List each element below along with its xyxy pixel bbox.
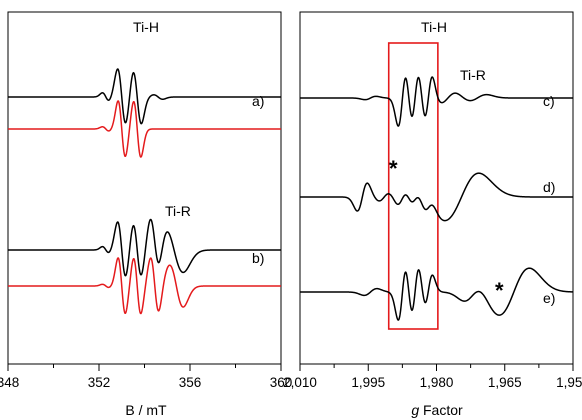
trace-label-e: e): [543, 290, 555, 306]
left-x-axis-ticks: 348 352 356 360: [0, 364, 292, 390]
spectrum-line-right-1: [300, 76, 573, 127]
ti-h-highlight-box: [387, 42, 439, 330]
spectrum-line-left-4: [8, 257, 281, 315]
right-x-axis-title: g Factor: [411, 402, 463, 418]
trace-label-c: c): [543, 93, 555, 109]
tick-label: 1,995: [351, 375, 385, 390]
spectrum-line-left-1: [8, 68, 281, 125]
tick-label: 356: [179, 375, 202, 390]
left-panel: Ti-H 348 352 356 360 a) b) Ti-R B / mT: [0, 11, 292, 418]
g-symbol: g: [411, 402, 419, 418]
right-plot-frame: [299, 11, 574, 365]
right-series-group: [300, 76, 574, 321]
impurity-star-marker-e: *: [495, 278, 504, 303]
left-series-group: [8, 68, 281, 315]
factor-text: Factor: [419, 402, 463, 418]
tick-label: 1,980: [420, 375, 454, 390]
trace-label-a: a): [252, 93, 264, 109]
tick-label: 1,950: [556, 375, 582, 390]
right-panel-title: Ti-H: [421, 19, 447, 35]
left-x-axis-title: B / mT: [125, 402, 167, 418]
spectrum-line-right-3: [300, 267, 574, 321]
impurity-star-marker-d: *: [389, 156, 398, 181]
right-annotation-ti-r: Ti-R: [460, 67, 486, 83]
tick-label: 2,010: [283, 375, 317, 390]
tick-label: 1,965: [488, 375, 522, 390]
left-plot-frame: [7, 11, 282, 365]
trace-label-b: b): [252, 250, 264, 266]
tick-label: 348: [0, 375, 19, 390]
spectrum-line-left-2: [8, 100, 281, 158]
right-x-axis-ticks: 2,010 1,995 1,980 1,965 1,950: [283, 364, 582, 390]
tick-label: 352: [88, 375, 111, 390]
left-annotation-ti-r: Ti-R: [165, 203, 191, 219]
spectrum-line-left-3: [8, 218, 281, 277]
left-panel-title: Ti-H: [133, 19, 159, 35]
trace-label-d: d): [543, 179, 555, 195]
spectrum-line-right-2: [300, 172, 573, 222]
tick-label: 360: [270, 375, 293, 390]
